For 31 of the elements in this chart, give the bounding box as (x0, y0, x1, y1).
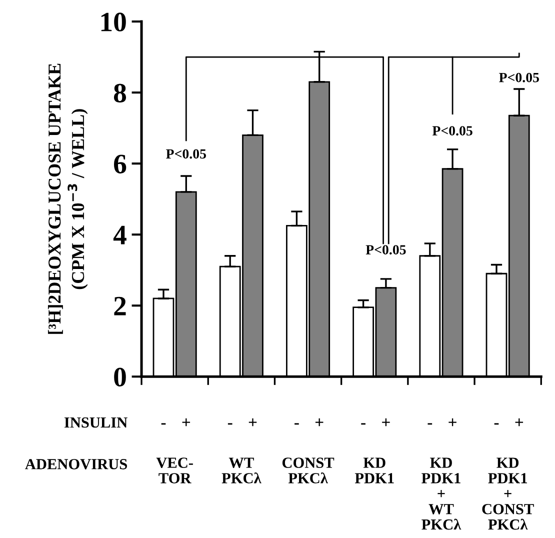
text: - (428, 423, 432, 425)
text: - (228, 423, 232, 425)
text: - (494, 423, 499, 425)
x-tick-label: CONST PKCλ (282, 458, 334, 484)
x-tick-label: WT PKCλ (222, 458, 262, 484)
y-tick-label: 8 (114, 84, 126, 102)
y-tick-label: 4 (113, 226, 126, 244)
annotation: P<0.05 (166, 149, 206, 159)
x-tick-label: KD PDK1 + CONST PKCλ (482, 458, 534, 530)
y-tick-label: 10 (101, 12, 126, 32)
annotation: P<0.05 (366, 245, 406, 255)
y-tick-label: 0 (114, 368, 126, 387)
x-tick-label: VEC- TOR (156, 458, 193, 484)
y-tick-label: 6 (114, 154, 126, 174)
y-axis-title: [³H]2DEOXYGLUCOSE UPTAKE (CPM X 10$^{−3}$ / WELL) (48, 64, 88, 334)
x-tick-label: KD PDK1 (354, 458, 394, 484)
text: - (361, 423, 366, 425)
text: + (315, 418, 324, 426)
y-tick-label: 2 (114, 296, 126, 316)
text: INSULIN (64, 417, 128, 428)
text: - (161, 423, 166, 425)
text: + (182, 418, 190, 426)
x-tick-label: KD PDK1 + WT PKCλ (422, 458, 462, 530)
text: + (515, 418, 524, 426)
text: + (248, 418, 257, 426)
text: + (382, 418, 390, 426)
annotation: P<0.05 (432, 126, 472, 136)
text: ADENOVIRUS (25, 459, 127, 470)
text: - (294, 423, 299, 425)
annotation: P<0.05 (499, 72, 539, 82)
text: + (448, 418, 456, 426)
